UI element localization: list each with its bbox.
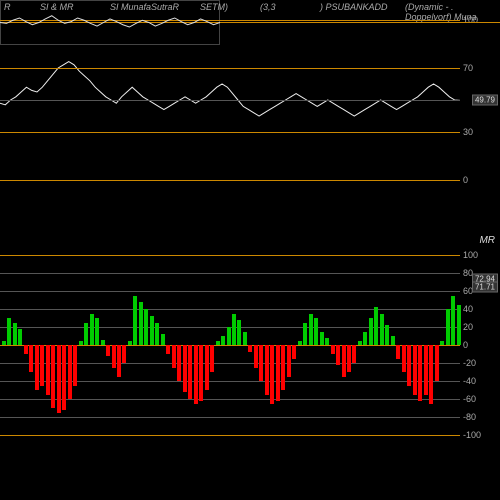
- mini-svg: [0, 0, 500, 500]
- mini-chart-panel: 81110: [0, 0, 220, 45]
